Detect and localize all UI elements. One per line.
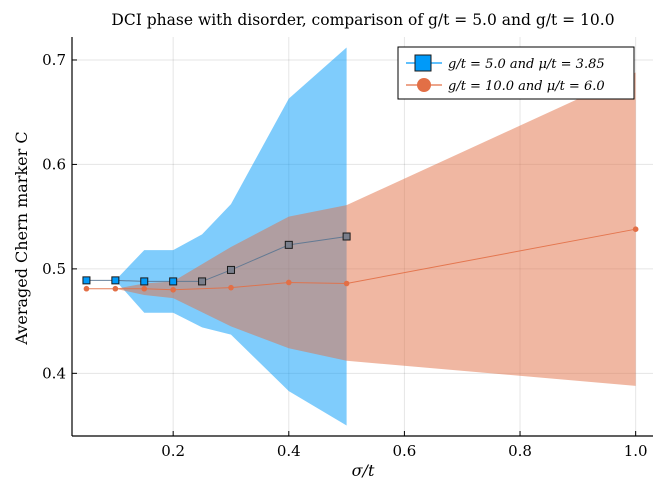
legend-box: [397, 46, 635, 100]
point-series-1-3: [169, 277, 178, 286]
point-series-1-5: [226, 265, 235, 274]
point-series-2-6: [343, 280, 350, 287]
y-tick-label-3: 0.7: [42, 51, 66, 69]
point-series-1-2: [140, 277, 149, 286]
y-tick-label-0: 0.4: [42, 364, 66, 382]
legend: g/t = 5.0 and μ/t = 3.85 g/t = 10.0 and μ…: [397, 46, 635, 100]
x-tick-label-4: 1.0: [624, 442, 648, 460]
chart-title: DCI phase with disorder, comparison of g…: [111, 11, 614, 29]
point-series-2-4: [228, 284, 234, 291]
series-markers: [82, 226, 639, 293]
point-series-2-1: [112, 285, 119, 292]
band-series-2: [86, 72, 636, 386]
point-series-1-7: [342, 232, 351, 241]
y-tick-label-2: 0.6: [42, 155, 66, 173]
point-series-1-6: [284, 240, 293, 249]
point-series-1-1: [111, 276, 120, 285]
point-series-2-5: [285, 279, 292, 286]
x-tick-label-1: 0.4: [277, 442, 301, 460]
point-series-2-2: [141, 285, 148, 292]
line-series-2: [86, 228, 636, 291]
series-lines: [86, 228, 636, 291]
point-series-2-7: [632, 226, 639, 232]
legend-label-1: g/t = 5.0 and μ/t = 3.85: [448, 57, 605, 72]
legend-marker-1: [414, 54, 432, 72]
legend-label-2: g/t = 10.0 and μ/t = 6.0: [448, 79, 605, 94]
point-series-1-0: [82, 276, 91, 285]
point-series-2-0: [83, 285, 90, 292]
point-series-2-3: [170, 286, 176, 293]
y-axis-label: Averaged Chern marker C: [12, 131, 31, 345]
x-tick-label-3: 0.8: [508, 442, 532, 460]
x-axis-label: σ/t: [352, 461, 375, 480]
x-tick-label-2: 0.6: [392, 442, 416, 460]
confidence-bands: [86, 47, 636, 426]
point-series-1-4: [198, 277, 207, 286]
axes: [71, 37, 653, 437]
line-series-1: [86, 236, 347, 282]
legend-marker-2: [417, 78, 431, 92]
x-tick-label-0: 0.2: [161, 442, 185, 460]
tick-labels: 0.2 0.4 0.6 0.8 1.0 0.4 0.5 0.6 0.7: [42, 51, 647, 460]
y-tick-label-1: 0.5: [42, 260, 66, 278]
